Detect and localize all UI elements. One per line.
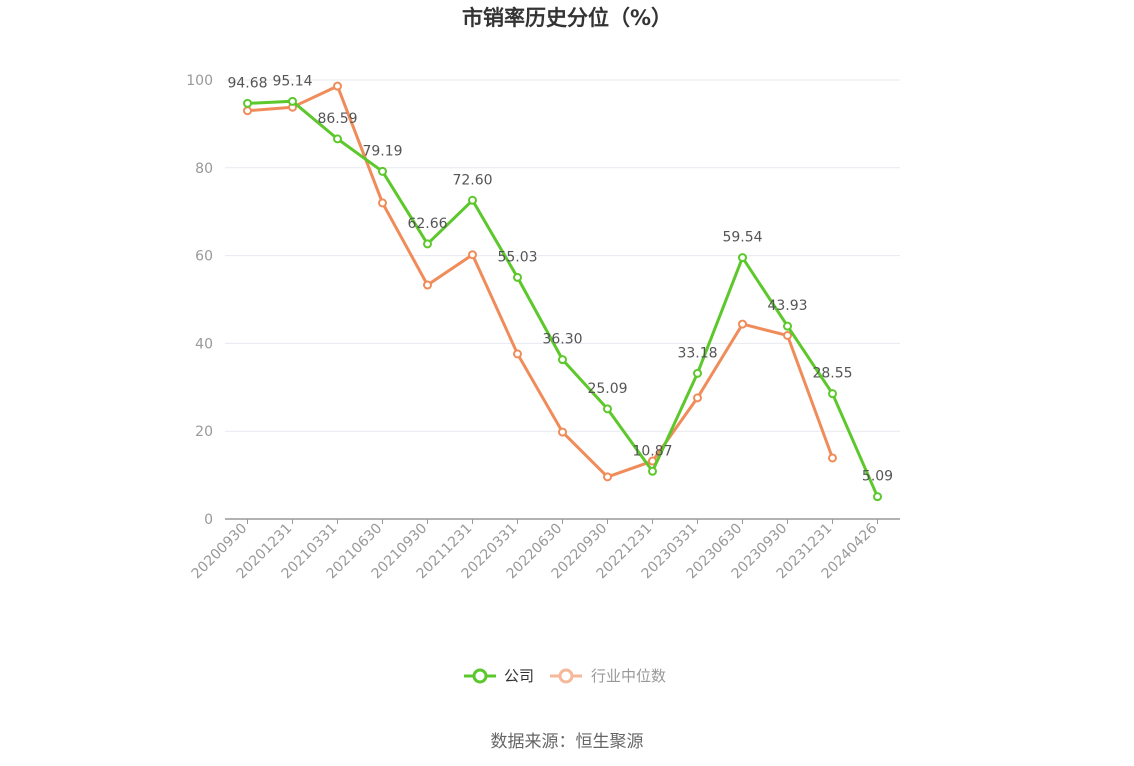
data-point-company[interactable]: [243, 98, 252, 108]
data-point-industry[interactable]: [828, 453, 837, 463]
legend-item-company[interactable]: 公司: [464, 667, 534, 685]
data-point-company[interactable]: [873, 492, 882, 502]
y-tick-label: 0: [204, 512, 213, 528]
series-line-industry: [247, 84, 834, 479]
data-point-industry[interactable]: [693, 393, 702, 403]
data-label-company: 59.54: [722, 230, 762, 246]
legend-company-label: 公司: [504, 667, 534, 685]
data-point-company[interactable]: [378, 166, 387, 176]
data-label-company: 62.66: [407, 216, 447, 232]
legend[interactable]: 公司 行业中位数: [464, 667, 666, 685]
data-point-company[interactable]: [693, 368, 702, 378]
y-axis: 0 20 40 60 80 100: [186, 73, 213, 528]
y-tick-label: 80: [195, 161, 213, 177]
data-label-company: 25.09: [587, 381, 627, 397]
data-label-company: 5.09: [862, 469, 893, 485]
data-point-company[interactable]: [783, 321, 792, 331]
data-point-industry[interactable]: [423, 280, 432, 290]
y-tick-label: 20: [195, 424, 213, 440]
data-source: 数据来源：恒生聚源: [491, 732, 644, 752]
y-tick-label: 100: [186, 73, 213, 89]
data-point-company[interactable]: [468, 195, 477, 205]
data-point-industry[interactable]: [558, 427, 567, 437]
data-point-industry[interactable]: [378, 198, 387, 208]
data-point-company[interactable]: [828, 389, 837, 399]
data-point-company[interactable]: [738, 253, 747, 263]
legend-item-industry[interactable]: 行业中位数: [550, 667, 666, 685]
chart-title: 市销率历史分位（%）: [462, 6, 672, 30]
data-point-company[interactable]: [513, 272, 522, 282]
data-point-industry[interactable]: [333, 81, 342, 91]
data-labels: 94.68 95.14 86.59 79.19 62.66 72.60 55.03 36.30…: [227, 73, 893, 484]
grid-lines: [225, 79, 900, 432]
data-label-company: 33.18: [677, 345, 717, 361]
data-point-company[interactable]: [648, 466, 657, 476]
data-point-company[interactable]: [333, 134, 342, 144]
x-axis: 2020093020201231202103312021063020210930…: [189, 518, 900, 582]
data-point-company[interactable]: [423, 239, 432, 249]
data-label-company: 79.19: [362, 143, 402, 159]
data-point-industry[interactable]: [783, 330, 792, 340]
data-point-industry[interactable]: [243, 106, 252, 116]
series-layer: [243, 81, 882, 502]
data-label-company: 55.03: [497, 249, 537, 265]
legend-industry-label: 行业中位数: [591, 667, 666, 685]
data-label-company: 10.87: [632, 443, 672, 459]
data-label-company: 95.14: [272, 73, 312, 89]
data-label-company: 86.59: [317, 111, 357, 127]
data-point-industry[interactable]: [468, 250, 477, 260]
data-point-industry[interactable]: [513, 349, 522, 359]
data-point-company[interactable]: [288, 96, 297, 106]
data-label-company: 72.60: [452, 172, 492, 188]
data-point-company[interactable]: [558, 355, 567, 365]
data-label-company: 43.93: [767, 298, 807, 314]
data-label-company: 94.68: [227, 75, 267, 91]
legend-company-marker: [472, 668, 488, 684]
data-label-company: 36.30: [542, 332, 582, 348]
y-tick-label: 60: [195, 249, 213, 265]
data-label-company: 28.55: [812, 366, 852, 382]
data-point-company[interactable]: [603, 404, 612, 414]
legend-industry-marker: [558, 668, 574, 684]
y-tick-label: 40: [195, 336, 213, 352]
data-point-industry[interactable]: [603, 472, 612, 482]
data-point-industry[interactable]: [738, 319, 747, 329]
